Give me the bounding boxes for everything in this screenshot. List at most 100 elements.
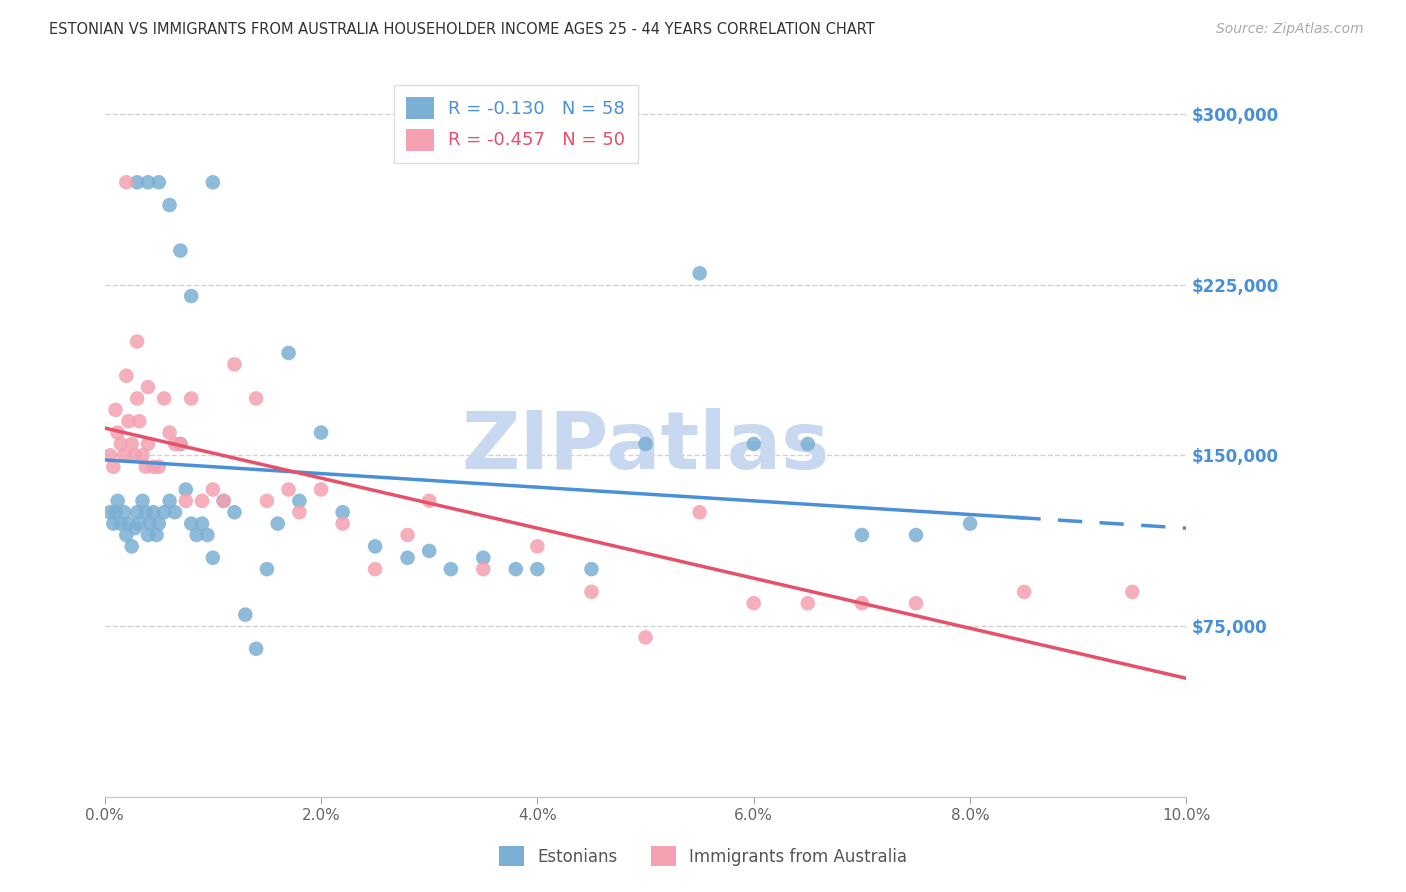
Point [797,437,820,451]
Point [104,505,127,519]
Point [121,437,143,451]
Point [364,540,387,554]
Text: Source: ZipAtlas.com: Source: ZipAtlas.com [1216,22,1364,37]
Point [396,528,419,542]
Point [110,437,132,451]
Point [332,505,354,519]
Point [107,494,129,508]
Point [526,540,548,554]
Point [159,198,181,212]
Point [135,505,157,519]
Point [148,175,170,189]
Point [127,334,149,349]
Point [418,544,440,558]
Point [136,380,159,394]
Point [98,448,121,462]
Point [117,414,139,428]
Point [267,516,290,531]
Point [174,494,197,508]
Point [797,596,820,610]
Point [148,459,170,474]
Point [136,528,159,542]
Point [904,596,927,610]
Point [180,516,202,531]
Point [472,562,495,576]
Point [180,289,202,303]
Point [277,483,299,497]
Point [115,528,138,542]
Point [115,175,138,189]
Point [201,175,224,189]
Point [1012,585,1035,599]
Text: ZIPatlas: ZIPatlas [461,409,830,486]
Point [212,494,235,508]
Point [124,448,146,462]
Point [145,528,167,542]
Point [148,516,170,531]
Point [131,494,153,508]
Point [418,494,440,508]
Point [256,562,278,576]
Point [245,392,267,406]
Point [309,483,332,497]
Point [124,521,146,535]
Point [174,483,197,497]
Point [689,266,711,280]
Point [581,585,603,599]
Point [103,516,125,531]
Point [472,550,495,565]
Point [180,392,202,406]
Point [169,437,191,451]
Point [153,505,176,519]
Point [107,425,129,440]
Point [127,505,149,519]
Point [104,402,127,417]
Point [127,175,149,189]
Point [197,528,219,542]
Point [128,414,150,428]
Point [505,562,527,576]
Point [904,528,927,542]
Point [364,562,387,576]
Point [212,494,235,508]
Point [117,516,139,531]
Point [127,392,149,406]
Point [288,505,311,519]
Point [163,505,186,519]
Point [742,437,765,451]
Point [142,459,165,474]
Point [851,596,873,610]
Point [169,244,191,258]
Point [135,459,157,474]
Point [142,505,165,519]
Point [139,516,162,531]
Point [277,346,299,360]
Point [201,550,224,565]
Point [332,516,354,531]
Point [440,562,463,576]
Point [201,483,224,497]
Point [169,437,191,451]
Legend: Estonians, Immigrants from Australia: Estonians, Immigrants from Australia [491,838,915,875]
Point [309,425,332,440]
Point [526,562,548,576]
Legend: R = -0.130   N = 58, R = -0.457   N = 50: R = -0.130 N = 58, R = -0.457 N = 50 [394,85,638,163]
Point [233,607,256,622]
Point [191,494,214,508]
Point [851,528,873,542]
Point [159,494,181,508]
Point [115,368,138,383]
Point [163,437,186,451]
Point [131,448,153,462]
Point [103,459,125,474]
Point [136,437,159,451]
Text: ESTONIAN VS IMMIGRANTS FROM AUSTRALIA HOUSEHOLDER INCOME AGES 25 - 44 YEARS CORR: ESTONIAN VS IMMIGRANTS FROM AUSTRALIA HO… [49,22,875,37]
Point [112,505,135,519]
Point [224,357,246,371]
Point [634,437,657,451]
Point [959,516,981,531]
Point [153,392,176,406]
Point [256,494,278,508]
Point [112,448,135,462]
Point [224,505,246,519]
